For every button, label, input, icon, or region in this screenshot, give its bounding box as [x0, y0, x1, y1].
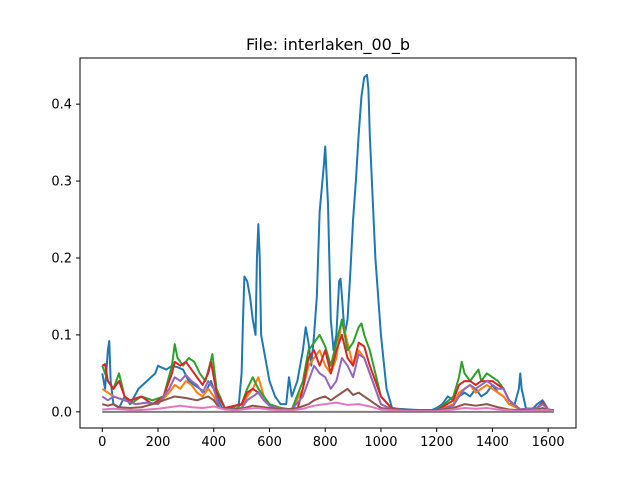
y-tick-label: 0.3	[51, 175, 72, 190]
y-tick-label: 0.4	[51, 98, 72, 113]
series-layer	[101, 73, 554, 413]
x-tick-label: 800	[313, 435, 338, 450]
x-tick-label: 1000	[364, 435, 397, 450]
series-line-3	[101, 318, 554, 412]
y-tick-label: 0.0	[51, 405, 72, 420]
x-tick-label: 0	[98, 435, 106, 450]
x-tick-label: 400	[201, 435, 226, 450]
x-tick-label: 1600	[532, 435, 565, 450]
series-line-6	[102, 387, 554, 412]
x-tick-label: 1200	[420, 435, 453, 450]
plot-frame	[79, 57, 577, 429]
x-tick-label: 200	[146, 435, 171, 450]
series-line-4	[101, 333, 554, 412]
y-tick-label: 0.2	[51, 252, 72, 267]
series-line-1	[101, 73, 554, 412]
chart-title: File: interlaken_00_b	[246, 35, 410, 55]
series-line-2	[101, 318, 554, 412]
series-line-5	[101, 353, 554, 412]
x-tick-label: 1400	[476, 435, 509, 450]
y-tick-label: 0.1	[51, 328, 72, 343]
x-tick-label: 600	[257, 435, 282, 450]
x-axis: 0 200 400 600 800 1000 1200 1400 1600	[98, 428, 565, 450]
y-axis: 0.0 0.1 0.2 0.3 0.4	[51, 98, 80, 420]
series-line-7	[102, 401, 554, 413]
